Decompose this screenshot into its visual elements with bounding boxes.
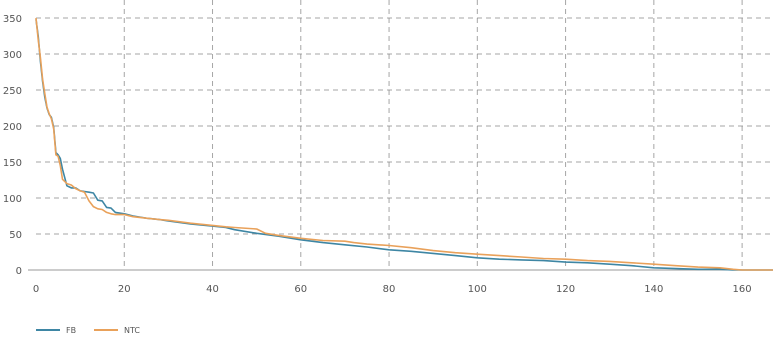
y-tick-label: 300 [3, 50, 22, 61]
x-tick-label: 0 [33, 284, 39, 295]
axis-layer: 0 20 40 60 80 100 120 140 160 0 50 100 150 200 250 300 3… [3, 14, 773, 295]
x-tick-label: 140 [644, 284, 663, 295]
y-tick-label: 0 [16, 266, 22, 277]
series-layer [35, 17, 773, 271]
x-tick-label: 120 [556, 284, 575, 295]
x-tick-label: 40 [206, 284, 219, 295]
y-tick-label: 200 [3, 122, 22, 133]
legend[interactable]: FB NTC [36, 326, 140, 335]
y-tick-label: 250 [3, 86, 22, 97]
x-tick-label: 60 [294, 284, 307, 295]
y-tick-label: 350 [3, 14, 22, 25]
x-tick-label: 160 [733, 284, 752, 295]
x-tick-label: 80 [383, 284, 396, 295]
legend-label-ntc[interactable]: NTC [124, 326, 140, 335]
y-tick-label: 150 [3, 158, 22, 169]
series-line-ntc [35, 17, 773, 271]
y-tick-label: 100 [3, 194, 22, 205]
series-line-fb [35, 19, 773, 271]
y-tick-label: 50 [9, 230, 22, 241]
legend-label-fb[interactable]: FB [66, 326, 76, 335]
grid-layer [36, 0, 773, 270]
x-tick-label: 20 [118, 284, 131, 295]
x-tick-label: 100 [468, 284, 487, 295]
